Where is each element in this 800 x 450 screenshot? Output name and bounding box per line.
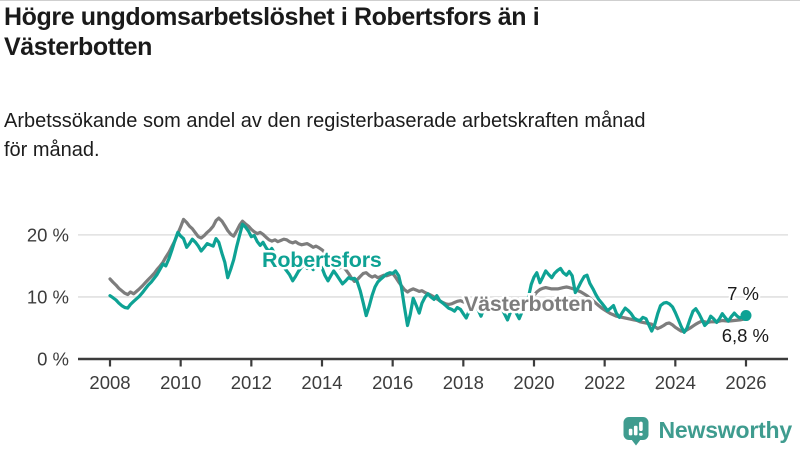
page-title-line-1: Högre ungdomsarbetslöshet i Robertsfors … xyxy=(4,3,540,31)
logo-text: Newsworthy xyxy=(658,417,793,443)
newsworthy-logo[interactable]: Newsworthy xyxy=(623,415,792,446)
x-tick-label-2016: 2016 xyxy=(372,372,413,393)
x-tick-label-2026: 2026 xyxy=(725,372,766,393)
x-tick-label-2020: 2020 xyxy=(513,372,554,393)
x-tick-label-2022: 2022 xyxy=(584,372,625,393)
series-end-dot-robertsfors xyxy=(740,310,752,322)
x-tick-label-2010: 2010 xyxy=(160,372,201,393)
y-tick-label-0: 0 % xyxy=(37,349,69,370)
chart-subtitle: Arbetssökande som andel av den registerb… xyxy=(4,107,794,165)
series-label-västerbotten: Västerbotten xyxy=(464,292,593,316)
series-label-robertsfors: Robertsfors xyxy=(262,248,382,272)
x-tick-label-2008: 2008 xyxy=(89,372,130,393)
series-line-robertsfors xyxy=(108,222,748,334)
chart-subtitle-line-2: för månad. xyxy=(4,139,100,161)
bar-chart-bubble-icon xyxy=(623,415,650,446)
page-title-line-2: Västerbotten xyxy=(4,33,153,61)
x-tick-label-2018: 2018 xyxy=(443,372,484,393)
end-value-label-västerbotten: 6,8 % xyxy=(722,325,769,346)
y-tick-label-20: 20 % xyxy=(27,224,69,245)
x-tick-label-2012: 2012 xyxy=(231,372,272,393)
chart-subtitle-line-1: Arbetssökande som andel av den registerb… xyxy=(4,110,646,132)
end-value-label-robertsfors: 7 % xyxy=(727,283,759,304)
x-tick-label-2014: 2014 xyxy=(301,372,342,393)
x-tick-label-2024: 2024 xyxy=(655,372,696,393)
y-tick-label-10: 10 % xyxy=(27,286,69,307)
page-title: Högre ungdomsarbetslöshet i Robertsfors … xyxy=(4,2,774,62)
